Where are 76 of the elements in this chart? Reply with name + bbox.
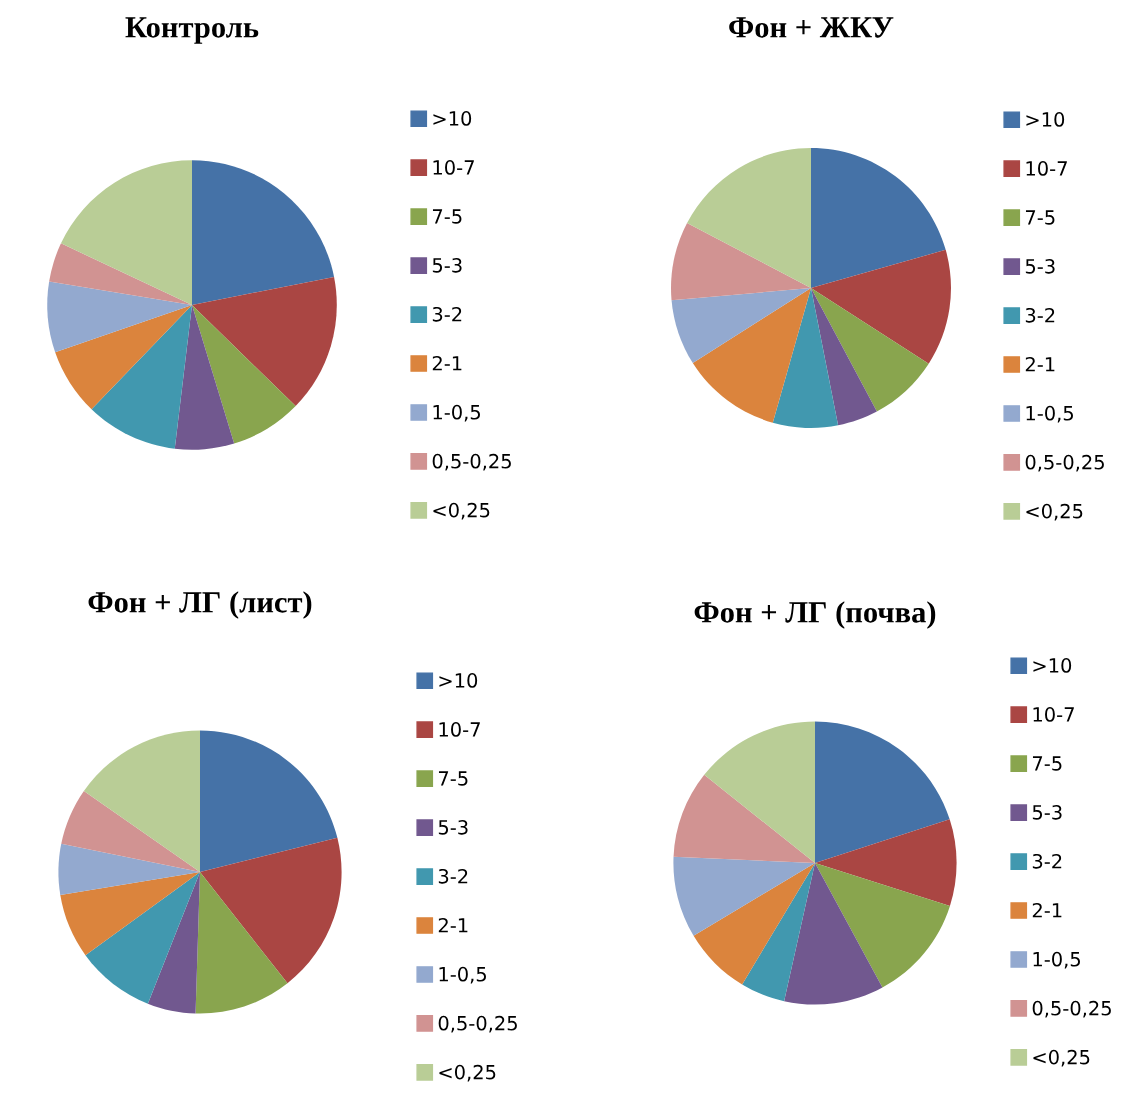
pie-slice xyxy=(192,305,296,444)
legend-label: 0,5-0,25 xyxy=(432,453,511,471)
pie-slice xyxy=(815,721,950,863)
pie-slice xyxy=(200,837,342,984)
legend-label: <0,25 xyxy=(439,1064,496,1082)
pie-slice xyxy=(704,721,815,863)
legend-label: <0,25 xyxy=(433,502,490,520)
legend-label: 5-3 xyxy=(1032,804,1062,820)
legend-label: 3-2 xyxy=(1025,307,1055,323)
legend-label: 3-2 xyxy=(438,868,468,884)
legend-label: 5-3 xyxy=(432,257,462,273)
pie-slice xyxy=(147,872,200,1014)
legend-label: 7-5 xyxy=(1032,756,1062,771)
pie-slice xyxy=(174,305,235,450)
legend-label: 3-2 xyxy=(1032,853,1062,869)
legend-label: 5-3 xyxy=(438,819,468,835)
pie-slice xyxy=(811,148,946,288)
legend-label: 7-5 xyxy=(1025,210,1055,225)
legend-label: 7-5 xyxy=(438,771,468,786)
legend-label: 10-7 xyxy=(1033,707,1074,722)
pie-slice xyxy=(811,249,951,364)
legend-label: 5-3 xyxy=(1025,258,1055,274)
pie-slice xyxy=(673,856,815,936)
legend-label: 0,5-0,25 xyxy=(1032,1000,1111,1018)
pie-slice xyxy=(58,843,200,896)
pie-slice xyxy=(61,790,200,872)
legend-label: <0,25 xyxy=(1026,503,1083,521)
legend-label: 10-7 xyxy=(439,722,480,737)
legend-label: >10 xyxy=(433,111,472,126)
legend-label: 2-1 xyxy=(432,355,462,371)
pie-slice xyxy=(772,288,839,428)
pie-slice xyxy=(91,305,192,449)
pie-slice xyxy=(811,288,929,412)
legend-label: 1-0,5 xyxy=(439,966,486,984)
pie-slice xyxy=(192,276,337,407)
pie-slice xyxy=(47,281,192,353)
legend-label: 1-0,5 xyxy=(1033,951,1080,969)
legend-label: 2-1 xyxy=(438,917,468,933)
pie-slice xyxy=(692,288,811,423)
pie-slice xyxy=(687,148,811,288)
legend-label: 2-1 xyxy=(1032,902,1062,918)
pie-slice xyxy=(192,160,335,305)
pie-slice xyxy=(200,730,338,872)
pie-slice xyxy=(742,863,815,1002)
legend-label: 2-1 xyxy=(1025,356,1055,372)
pie-slice xyxy=(60,872,200,956)
pie-slice xyxy=(55,305,192,410)
pie-slice xyxy=(85,872,200,1004)
legend-label: 0,5-0,25 xyxy=(438,1015,517,1033)
legend-label: 7-5 xyxy=(432,209,462,224)
pie-slice xyxy=(60,160,192,305)
chart-title: Фон + ЛГ (почва) xyxy=(694,601,936,629)
legend-label: >10 xyxy=(1026,112,1065,127)
chart-title: Фон + ЛГ (лист) xyxy=(88,591,312,619)
legend-label: 1-0,5 xyxy=(433,404,480,422)
pie-slice xyxy=(811,288,877,426)
legend-label: 1-0,5 xyxy=(1026,405,1073,423)
pie-slice xyxy=(784,863,883,1005)
legend-label: >10 xyxy=(1033,658,1072,673)
chart-title: Фон + ЖКУ xyxy=(729,17,894,38)
legend-label: 10-7 xyxy=(1026,161,1067,176)
chart-title: Контроль xyxy=(125,17,259,44)
legend-label: 10-7 xyxy=(433,160,474,175)
pie-slice xyxy=(671,288,811,364)
pie-slice xyxy=(815,863,950,988)
pie-slice xyxy=(693,863,815,985)
pie-slice xyxy=(673,774,815,863)
pie-slice xyxy=(83,730,200,872)
legend-label: <0,25 xyxy=(1033,1049,1090,1067)
pie-slice xyxy=(815,819,957,906)
pie-slice xyxy=(195,872,288,1014)
pie-slice xyxy=(49,243,192,305)
legend-label: 3-2 xyxy=(432,306,462,322)
pie-slice xyxy=(671,222,811,301)
legend-label: 0,5-0,25 xyxy=(1025,454,1104,472)
legend-label: >10 xyxy=(439,673,478,688)
